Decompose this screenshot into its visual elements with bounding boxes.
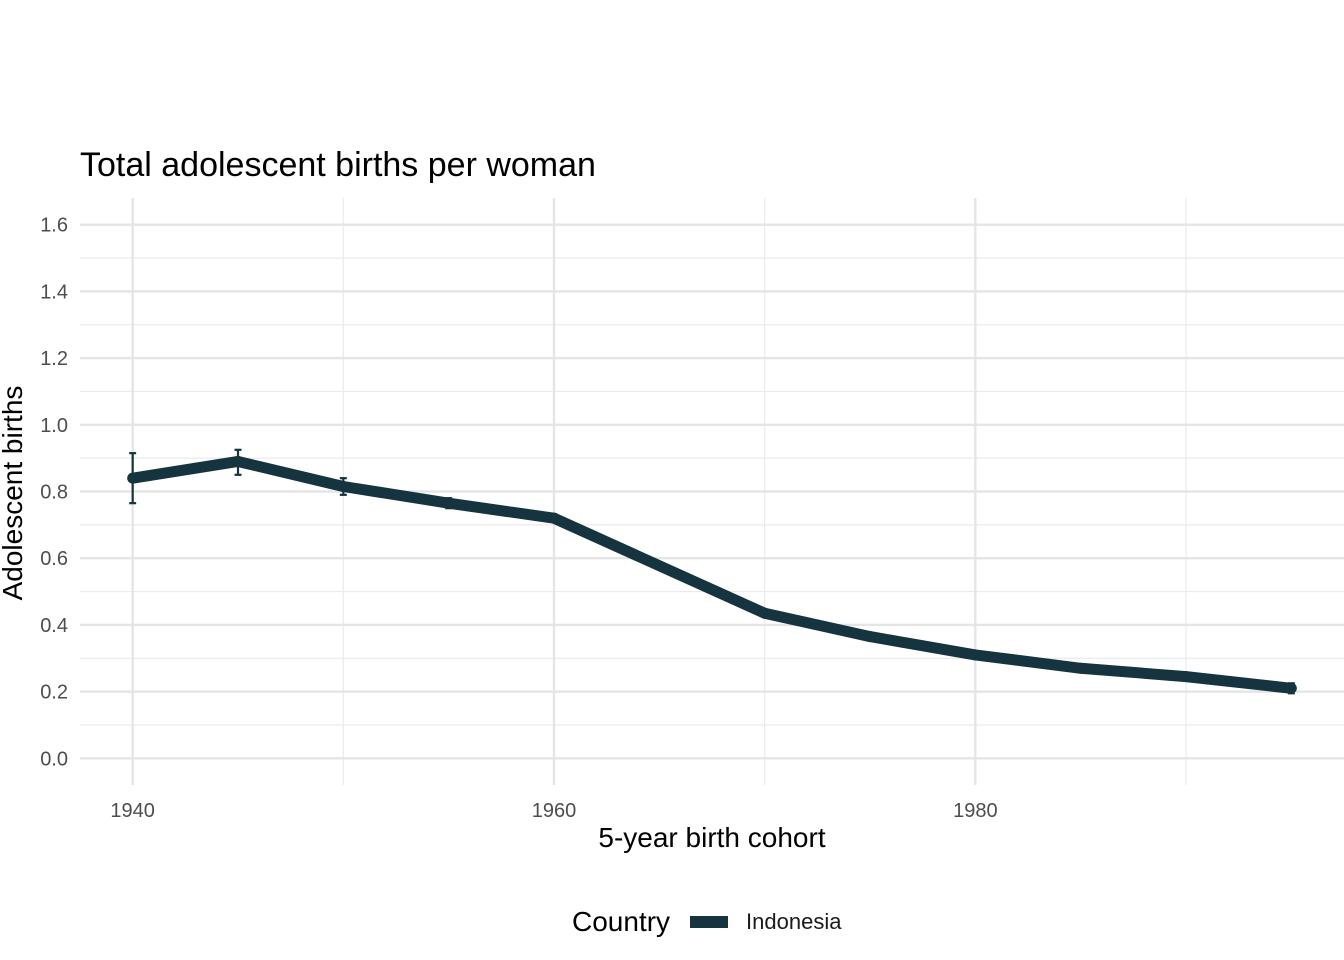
y-axis-label: Adolescent births xyxy=(0,385,28,601)
x-axis-ticks: 1940 1960 1980 xyxy=(110,800,997,822)
x-tick-label: 1980 xyxy=(953,800,998,822)
y-tick-label: 1.0 xyxy=(40,415,68,437)
y-tick-label: 1.6 xyxy=(40,215,68,237)
chart-title: Total adolescent births per woman xyxy=(80,146,596,184)
y-tick-label: 0.8 xyxy=(40,482,68,504)
data-point xyxy=(759,607,771,619)
data-point xyxy=(1075,662,1087,674)
y-tick-label: 0.0 xyxy=(40,748,68,770)
y-tick-label: 0.6 xyxy=(40,548,68,570)
legend-title: Country xyxy=(572,906,671,937)
legend-label-indonesia: Indonesia xyxy=(746,909,842,934)
x-tick-label: 1940 xyxy=(110,800,155,822)
data-point xyxy=(1285,682,1297,694)
y-tick-label: 0.4 xyxy=(40,615,68,637)
series-layer xyxy=(127,448,1297,695)
y-tick-label: 1.2 xyxy=(40,348,68,370)
major-gridlines xyxy=(80,198,1344,785)
minor-gridlines xyxy=(80,198,1344,785)
x-tick-label: 1960 xyxy=(532,800,577,822)
x-axis-label: 5-year birth cohort xyxy=(598,822,826,853)
y-axis-ticks: 0.0 0.2 0.4 0.6 0.8 1.0 1.2 1.4 1.6 xyxy=(40,215,68,771)
y-tick-label: 1.4 xyxy=(40,281,68,303)
data-point xyxy=(127,472,139,484)
data-point xyxy=(864,631,876,643)
data-point xyxy=(969,649,981,661)
data-point xyxy=(443,497,455,509)
data-point xyxy=(232,455,244,467)
data-point xyxy=(337,480,349,492)
legend: Country Indonesia xyxy=(572,906,841,938)
series-line-indonesia xyxy=(131,455,1292,694)
legend-key-indonesia xyxy=(690,916,729,928)
data-point xyxy=(548,512,560,524)
data-point xyxy=(1180,671,1192,683)
y-tick-label: 0.2 xyxy=(40,682,68,704)
